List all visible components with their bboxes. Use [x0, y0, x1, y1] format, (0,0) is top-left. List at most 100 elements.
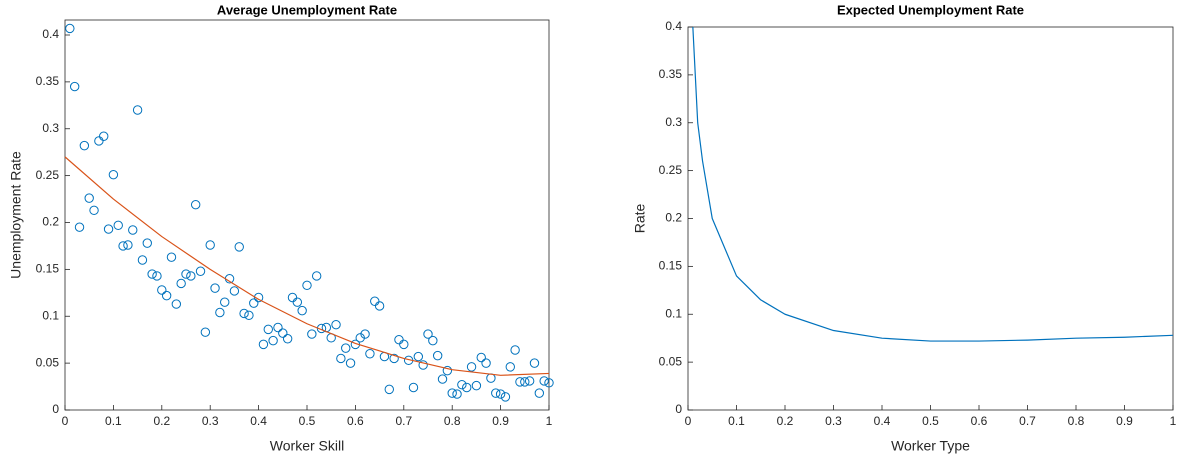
scatter-point [529, 358, 540, 368]
scatter-point [510, 345, 520, 355]
x-axis-label: Worker Skill [270, 438, 344, 454]
y-tick-label: 0 [52, 402, 59, 416]
scatter-point [147, 269, 157, 279]
scatter-point [69, 81, 80, 92]
scatter-point [302, 280, 312, 291]
y-tick-label: 0.25 [36, 168, 60, 182]
chart-title: Expected Unemployment Rate [837, 2, 1024, 17]
scatter-point [408, 382, 419, 393]
y-tick-label: 0.15 [36, 262, 60, 276]
scatter-point [452, 389, 462, 399]
scatter-point [215, 307, 225, 318]
y-tick-label: 0.05 [659, 354, 683, 368]
y-tick-label: 0.05 [36, 355, 60, 369]
axes-box [687, 26, 1174, 411]
scatter-point [539, 376, 549, 386]
scatter-point [481, 358, 491, 368]
x-tick-label: 0.5 [922, 414, 939, 428]
y-tick-label: 0.35 [659, 67, 683, 81]
scatter-point [466, 362, 477, 372]
scatter-point [94, 136, 104, 146]
x-tick-label: 0 [62, 414, 69, 428]
scatter-point [447, 388, 457, 398]
x-tick-label: 0.6 [971, 414, 988, 428]
scatter-point [437, 374, 448, 384]
x-tick-label: 0.2 [777, 414, 794, 428]
scatter-point [307, 329, 317, 339]
x-tick-label: 0.4 [874, 414, 891, 428]
scatter-point [365, 349, 375, 359]
scatter-point [544, 378, 554, 388]
y-tick-label: 0.15 [659, 259, 683, 273]
scatter-point [311, 271, 322, 281]
scatter-point [287, 292, 298, 303]
x-tick-label: 0.7 [1019, 414, 1036, 428]
y-tick-label: 0 [675, 402, 682, 416]
scatter-point [428, 335, 438, 346]
x-tick-label: 0.9 [1116, 414, 1133, 428]
scatter-point [491, 388, 501, 398]
scatter-point [74, 222, 85, 232]
x-tick-label: 0.9 [492, 414, 509, 428]
scatter-point [345, 358, 356, 368]
scatter-point [195, 266, 206, 276]
scatter-point [176, 278, 186, 289]
scatter-point [524, 376, 535, 386]
scatter-point [157, 285, 167, 295]
scatter-point [268, 335, 278, 346]
scatter-point [500, 392, 511, 402]
scatter-point [471, 380, 482, 391]
scatter-point [374, 301, 385, 311]
scatter-point [123, 240, 133, 250]
scatter-point [118, 241, 128, 251]
scatter-point [360, 329, 370, 339]
scatter-point [384, 384, 394, 395]
scatter-point [128, 225, 138, 235]
x-tick-label: 0.7 [395, 414, 412, 428]
scatter-point [263, 324, 273, 335]
axes-box [64, 19, 550, 411]
scatter-point [79, 140, 90, 151]
scatter-point [205, 240, 215, 250]
scatter-point [394, 334, 404, 345]
x-tick-label: 1 [1170, 414, 1177, 428]
scatter-point [142, 238, 152, 248]
scatter-point [190, 199, 201, 210]
y-tick-label: 0.2 [42, 215, 59, 229]
scatter-point [186, 271, 196, 281]
scatter-point [249, 298, 259, 308]
scatter-point [229, 286, 240, 296]
x-tick-label: 0.3 [202, 414, 219, 428]
scatter-point [210, 283, 220, 293]
scatter-point [413, 351, 424, 362]
scatter-point [65, 23, 75, 34]
scatter-point [520, 377, 530, 387]
x-tick-label: 1 [546, 414, 553, 428]
scatter-point [331, 319, 341, 330]
scatter-point [341, 343, 351, 353]
scatter-point [457, 379, 467, 390]
scatter-point [462, 382, 472, 393]
y-tick-label: 0.1 [665, 306, 682, 320]
scatter-point [292, 297, 303, 307]
scatter-point [244, 310, 254, 321]
scatter-point [108, 169, 119, 180]
scatter-point [442, 365, 453, 376]
scatter-point [181, 269, 191, 279]
scatter-point [476, 352, 486, 363]
x-tick-label: 0.2 [153, 414, 170, 428]
x-axis-label: Worker Type [891, 438, 970, 454]
y-tick-label: 0.1 [42, 308, 59, 322]
scatter-point [220, 297, 230, 307]
y-tick-label: 0.4 [665, 19, 682, 33]
x-tick-label: 0.8 [444, 414, 461, 428]
scatter-point [200, 327, 211, 337]
line [692, 26, 1174, 342]
x-tick-label: 0.3 [825, 414, 842, 428]
line [64, 156, 550, 376]
x-tick-label: 0.1 [728, 414, 745, 428]
scatter-point [505, 362, 515, 372]
scatter-point [278, 328, 288, 338]
scatter-point [137, 255, 148, 265]
scatter-point [273, 322, 283, 333]
